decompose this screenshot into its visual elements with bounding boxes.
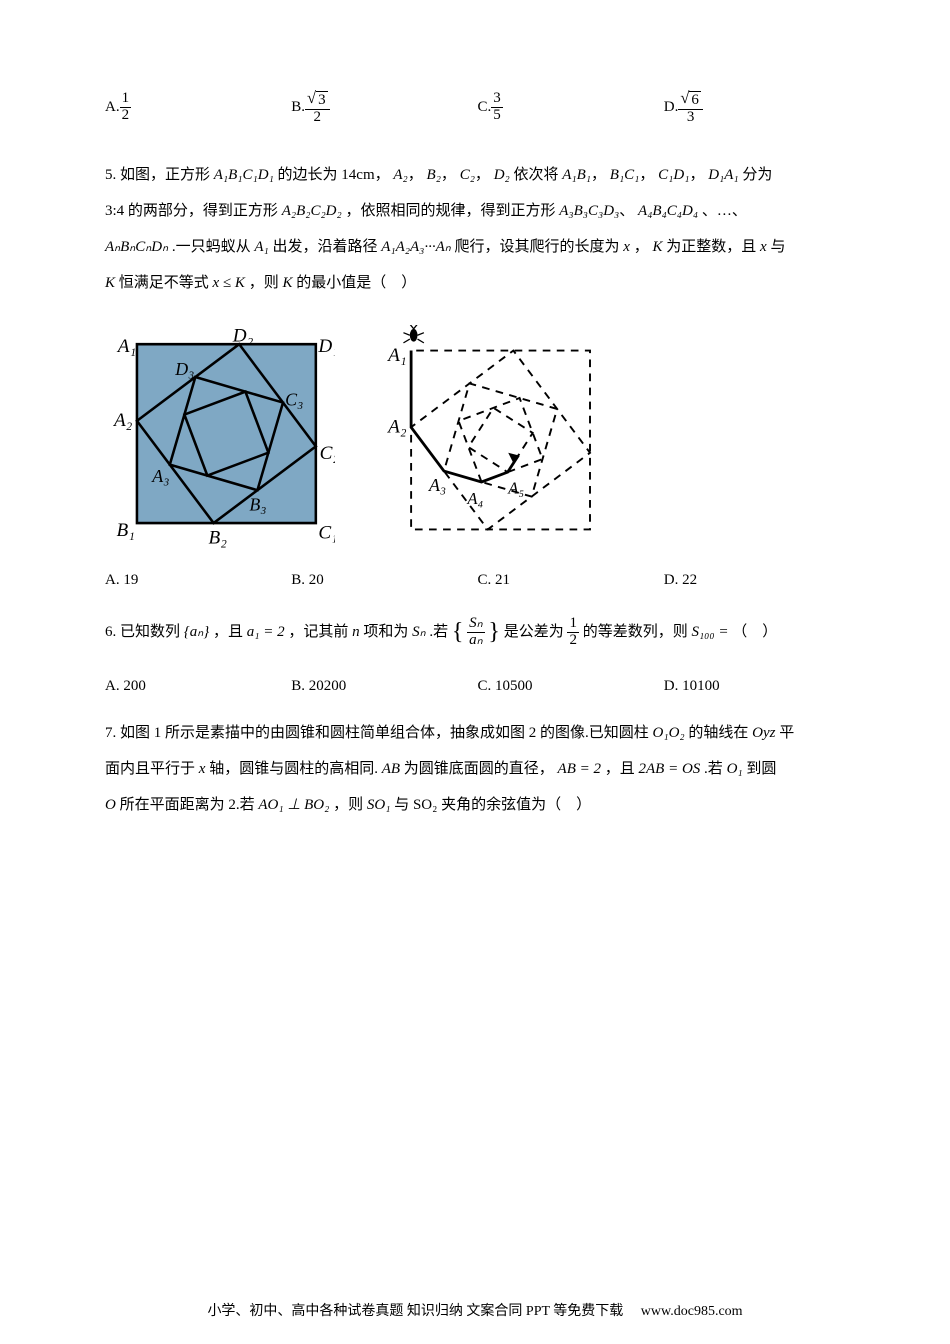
svg-text:A₃: A₃	[151, 466, 169, 486]
q5-options: A. 19 B. 20 C. 21 D. 22	[105, 569, 850, 592]
svg-text:D₃: D₃	[174, 359, 194, 379]
svg-text:A₂: A₂	[386, 417, 407, 438]
svg-text:C₁: C₁	[318, 523, 335, 544]
q4-option-A: A. 1 2	[105, 90, 291, 125]
svg-text:A₁: A₁	[116, 336, 136, 357]
q6-options: A. 200 B. 20200 C. 10500 D. 10100	[105, 675, 850, 698]
q5-text: 5. 如图，正方形 A₁B₁C₁D₁ 的边长为 14cm， A₂， B₂， C₂…	[105, 157, 850, 301]
q6-option-B: B. 20200	[291, 675, 477, 698]
fraction: √6 3	[678, 90, 703, 125]
svg-text:D₁: D₁	[317, 336, 335, 357]
svg-text:A₄: A₄	[466, 489, 483, 508]
figure-spiral-path: A₁ A₂ A₃ A₄ A₅	[383, 325, 613, 555]
q6-text: 6. 已知数列 {aₙ} ，且 a₁ = 2 ，记其前 n 项和为 Sₙ .若 …	[105, 606, 850, 659]
q5-option-B: B. 20	[291, 569, 477, 592]
svg-text:B₂: B₂	[209, 528, 228, 549]
q5-option-D: D. 22	[664, 569, 850, 592]
svg-text:C₃: C₃	[285, 390, 303, 410]
sqrt: √3	[307, 90, 328, 109]
q5-option-A: A. 19	[105, 569, 291, 592]
figure-nested-squares: A₁ B₁ C₁ D₁ A₂ B₂ C₂ D₂ A₃ B₃ C₃ D₃	[105, 325, 335, 555]
q6-option-C: C. 10500	[478, 675, 664, 698]
fraction: 1 2	[567, 616, 579, 649]
fraction: Sₙ aₙ	[467, 616, 484, 649]
q4-option-C: C. 3 5	[478, 90, 664, 125]
page-footer: 小学、初中、高中各种试卷真题 知识归纳 文案合同 PPT 等免费下载 www.d…	[0, 1301, 950, 1322]
q4-option-D: D. √6 3	[664, 90, 850, 125]
svg-text:B₁: B₁	[117, 520, 135, 541]
opt-prefix: B.	[291, 96, 305, 119]
q6-option-A: A. 200	[105, 675, 291, 698]
fraction: 1 2	[120, 91, 132, 124]
svg-text:A₃: A₃	[428, 475, 446, 495]
sqrt: √6	[680, 90, 701, 109]
q4-options: A. 1 2 B. √3 2 C. 3 5 D. √6 3	[105, 90, 850, 125]
opt-prefix: A.	[105, 96, 120, 119]
opt-prefix: D.	[664, 96, 679, 119]
svg-text:A₁: A₁	[386, 345, 406, 366]
svg-text:A₅: A₅	[507, 479, 524, 498]
svg-text:C₂: C₂	[320, 443, 335, 464]
q7-text: 7. 如图 1 所示是素描中的由圆锥和圆柱简单组合体，抽象成如图 2 的图像.已…	[105, 715, 850, 823]
fraction: √3 2	[305, 90, 330, 125]
svg-text:D₂: D₂	[232, 326, 254, 347]
q5-figures: A₁ B₁ C₁ D₁ A₂ B₂ C₂ D₂ A₃ B₃ C₃ D₃	[105, 325, 850, 555]
q4-option-B: B. √3 2	[291, 90, 477, 125]
svg-text:A₂: A₂	[112, 410, 133, 431]
q6-option-D: D. 10100	[664, 675, 850, 698]
opt-prefix: C.	[478, 96, 492, 119]
svg-text:B₃: B₃	[249, 495, 266, 515]
fraction: 3 5	[491, 91, 503, 124]
q5-option-C: C. 21	[478, 569, 664, 592]
